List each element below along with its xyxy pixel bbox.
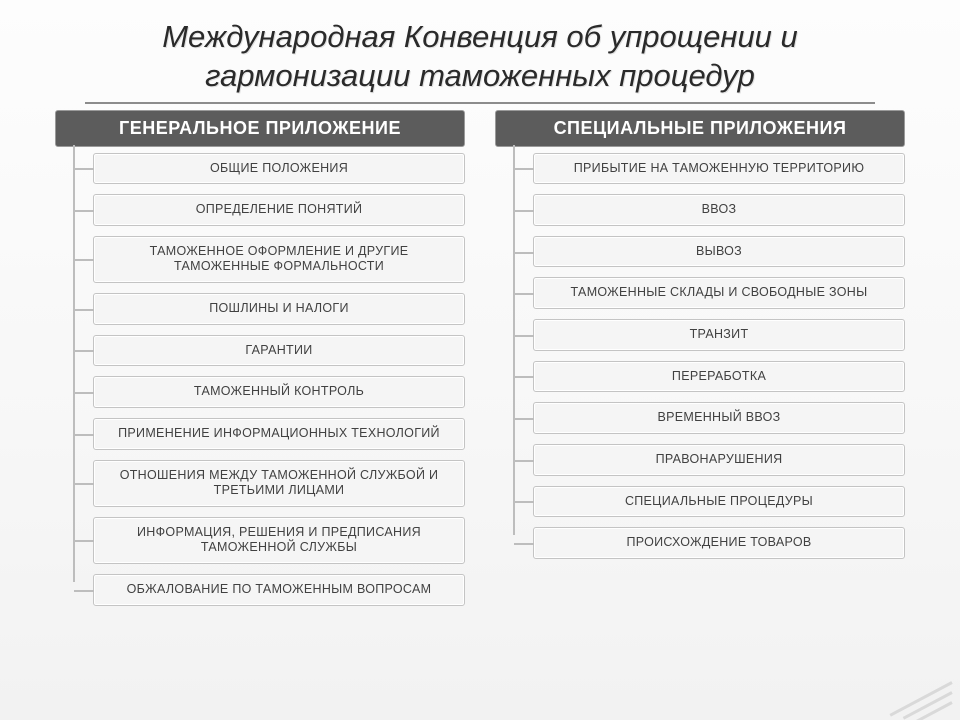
left-node: ТАМОЖЕННЫЙ КОНТРОЛЬ — [93, 376, 465, 408]
right-node: СПЕЦИАЛЬНЫЕ ПРОЦЕДУРЫ — [533, 486, 905, 518]
corner-decoration — [872, 674, 952, 714]
left-node: ПОШЛИНЫ И НАЛОГИ — [93, 293, 465, 325]
left-node: ОПРЕДЕЛЕНИЕ ПОНЯТИЙ — [93, 194, 465, 226]
slide: Международная Конвенция об упрощении и г… — [0, 0, 960, 720]
right-node: ПЕРЕРАБОТКА — [533, 361, 905, 393]
right-column-header: СПЕЦИАЛЬНЫЕ ПРИЛОЖЕНИЯ — [495, 110, 905, 147]
left-node: ИНФОРМАЦИЯ, РЕШЕНИЯ И ПРЕДПИСАНИЯ ТАМОЖЕ… — [93, 517, 465, 564]
title-line-1: Международная Конвенция об упрощении и — [162, 19, 798, 54]
slide-title: Международная Конвенция об упрощении и г… — [0, 18, 960, 100]
left-node: ГАРАНТИИ — [93, 335, 465, 367]
right-node: ВВОЗ — [533, 194, 905, 226]
right-node: ТАМОЖЕННЫЕ СКЛАДЫ И СВОБОДНЫЕ ЗОНЫ — [533, 277, 905, 309]
title-line-2: гармонизации таможенных процедур — [205, 58, 755, 93]
right-node: ВРЕМЕННЫЙ ВВОЗ — [533, 402, 905, 434]
left-tree: ОБЩИЕ ПОЛОЖЕНИЯ ОПРЕДЕЛЕНИЕ ПОНЯТИЙ ТАМО… — [55, 153, 465, 606]
right-node: ВЫВОЗ — [533, 236, 905, 268]
left-column: ГЕНЕРАЛЬНОЕ ПРИЛОЖЕНИЕ ОБЩИЕ ПОЛОЖЕНИЯ О… — [55, 110, 465, 616]
right-node: ПРИБЫТИЕ НА ТАМОЖЕННУЮ ТЕРРИТОРИЮ — [533, 153, 905, 185]
right-node: ПРОИСХОЖДЕНИЕ ТОВАРОВ — [533, 527, 905, 559]
right-node: ТРАНЗИТ — [533, 319, 905, 351]
right-tree: ПРИБЫТИЕ НА ТАМОЖЕННУЮ ТЕРРИТОРИЮ ВВОЗ В… — [495, 153, 905, 559]
right-column: СПЕЦИАЛЬНЫЕ ПРИЛОЖЕНИЯ ПРИБЫТИЕ НА ТАМОЖ… — [495, 110, 905, 616]
left-node: ОТНОШЕНИЯ МЕЖДУ ТАМОЖЕННОЙ СЛУЖБОЙ И ТРЕ… — [93, 460, 465, 507]
left-node: ПРИМЕНЕНИЕ ИНФОРМАЦИОННЫХ ТЕХНОЛОГИЙ — [93, 418, 465, 450]
left-node: ТАМОЖЕННОЕ ОФОРМЛЕНИЕ И ДРУГИЕ ТАМОЖЕННЫ… — [93, 236, 465, 283]
left-node: ОБЩИЕ ПОЛОЖЕНИЯ — [93, 153, 465, 185]
left-column-header: ГЕНЕРАЛЬНОЕ ПРИЛОЖЕНИЕ — [55, 110, 465, 147]
columns: ГЕНЕРАЛЬНОЕ ПРИЛОЖЕНИЕ ОБЩИЕ ПОЛОЖЕНИЯ О… — [0, 110, 960, 616]
left-node: ОБЖАЛОВАНИЕ ПО ТАМОЖЕННЫМ ВОПРОСАМ — [93, 574, 465, 606]
title-underline — [85, 102, 875, 104]
right-node: ПРАВОНАРУШЕНИЯ — [533, 444, 905, 476]
